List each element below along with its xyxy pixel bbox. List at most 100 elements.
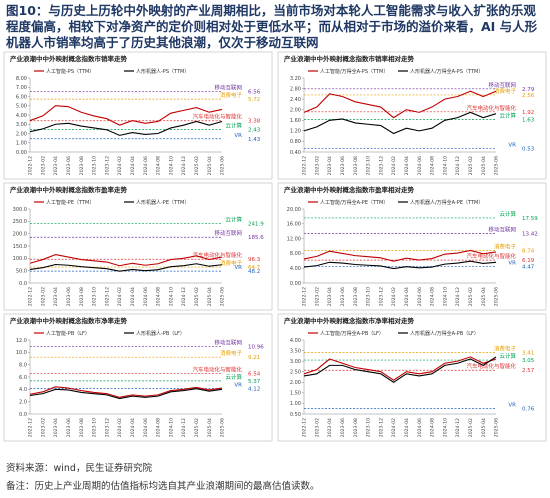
x-tick-label: 2025-06 <box>494 418 500 437</box>
y-tick-label: 8.00 <box>290 251 301 257</box>
y-tick-label: 4.00 <box>290 338 301 344</box>
reference-value: 4.12 <box>248 387 260 393</box>
x-tick-label: 2024-12 <box>455 156 461 175</box>
y-tick-label: 16.00 <box>287 222 301 228</box>
x-tick-label: 2024-06 <box>417 287 423 306</box>
reference-value: 3.38 <box>248 119 261 125</box>
x-tick-label: 2022-12 <box>302 287 308 306</box>
x-tick-label: 2024-08 <box>156 156 162 175</box>
x-tick-label: 2024-10 <box>442 287 448 306</box>
reference-name: VR <box>508 143 516 149</box>
x-tick-label: 2023-04 <box>53 418 59 437</box>
x-tick-label: 2025-02 <box>468 418 474 437</box>
x-tick-label: 2023-02 <box>314 418 320 437</box>
y-tick-label: 0.00 <box>290 281 301 287</box>
reference-name: VR <box>234 383 242 389</box>
y-tick-label: 2.40 <box>290 97 301 103</box>
reference-name: VR <box>508 260 516 266</box>
x-tick-label: 2024-10 <box>442 418 448 437</box>
x-tick-label: 2023-08 <box>79 287 85 306</box>
x-tick-label: 2023-06 <box>340 287 346 306</box>
x-tick-label: 2024-04 <box>404 287 410 306</box>
reference-name: 消费电子 <box>220 349 243 357</box>
x-tick-label: 2023-04 <box>327 156 333 175</box>
x-tick-label: 2023-12 <box>104 418 110 437</box>
reference-value: 1.43 <box>248 137 261 143</box>
x-tick-label: 2024-12 <box>455 287 461 306</box>
x-tick-label: 2025-04 <box>481 287 487 306</box>
reference-value: 48.2 <box>248 269 260 275</box>
x-tick-label: 2024-10 <box>168 287 174 306</box>
x-tick-label: 2023-10 <box>366 287 372 306</box>
y-tick-label: 20.00 <box>287 207 301 213</box>
reference-value: 1.92 <box>522 110 534 116</box>
y-tick-label: 2.00 <box>16 131 27 137</box>
x-tick-label: 2023-02 <box>40 418 46 437</box>
reference-value: 6.19 <box>522 258 535 264</box>
series-line <box>303 260 497 270</box>
y-tick-label: 4.0 <box>19 387 27 393</box>
x-tick-label: 2025-02 <box>468 156 474 175</box>
x-tick-label: 2024-02 <box>391 156 397 175</box>
x-tick-label: 2024-04 <box>404 418 410 437</box>
x-tick-label: 2023-04 <box>327 418 333 437</box>
legend-label: 人形机器人-PB（LF） <box>136 330 185 337</box>
x-tick-label: 2025-04 <box>207 418 213 437</box>
reference-name: VR <box>234 265 242 271</box>
x-tick-label: 2023-04 <box>53 287 59 306</box>
reference-value: 9.21 <box>248 355 260 361</box>
x-tick-label: 2024-04 <box>130 156 136 175</box>
reference-name: 汽车电动化与智能化 <box>466 362 516 370</box>
x-tick-label: 2024-10 <box>168 156 174 175</box>
panel <box>277 182 547 311</box>
legend-label: 人工智能-PB（LF） <box>46 330 90 337</box>
reference-value: 2.56 <box>522 93 535 99</box>
chart-title: 产业浪潮中中外映射概念指数市盈率相对走势 <box>284 185 415 194</box>
x-tick-label: 2023-06 <box>340 418 346 437</box>
x-tick-label: 2023-10 <box>366 156 372 175</box>
x-tick-label: 2025-06 <box>220 156 226 175</box>
x-tick-label: 2024-06 <box>417 418 423 437</box>
reference-name: 汽车电动化与智能化 <box>192 113 242 121</box>
reference-value: 5.72 <box>248 97 260 103</box>
y-tick-label: 0.50 <box>290 412 301 418</box>
chart-title: 产业浪潮中中外映射概念指数市净率走势 <box>10 316 128 325</box>
reference-value: 5.37 <box>248 379 261 385</box>
legend-label: 人形机器人-PE（TTM） <box>136 199 189 206</box>
x-tick-label: 2022-12 <box>302 418 308 437</box>
x-tick-label: 2024-12 <box>181 418 187 437</box>
y-tick-label: 8.0 <box>19 362 27 368</box>
chart-title: 产业浪潮中中外映射概念指数市销率相对走势 <box>284 54 415 63</box>
reference-value: 0.76 <box>522 407 535 413</box>
x-tick-label: 2025-06 <box>494 156 500 175</box>
x-tick-label: 2023-08 <box>353 156 359 175</box>
y-tick-label: 1.20 <box>290 129 301 135</box>
legend-label: 人工智能/万得全A-PE（TTM） <box>320 199 388 206</box>
reference-name: 云计算 <box>225 373 242 381</box>
reference-name: 云计算 <box>499 352 516 360</box>
x-tick-label: 2022-12 <box>302 156 308 175</box>
x-tick-label: 2023-10 <box>92 418 98 437</box>
x-tick-label: 2023-12 <box>378 287 384 306</box>
reference-name: VR <box>234 133 242 139</box>
x-tick-label: 2023-02 <box>314 156 320 175</box>
x-tick-label: 2025-02 <box>194 156 200 175</box>
y-tick-label: 0.0 <box>19 412 27 418</box>
y-tick-label: 7.00 <box>16 85 27 91</box>
reference-name: 移动互联网 <box>488 81 516 89</box>
x-tick-label: 2025-06 <box>220 418 226 437</box>
reference-value: 2.57 <box>522 368 535 374</box>
reference-value: 6.54 <box>248 372 261 378</box>
y-tick-label: 0.00 <box>16 150 27 156</box>
y-tick-label: 10.0 <box>16 350 27 356</box>
reference-value: 2.43 <box>248 128 261 134</box>
y-tick-label: 250.0 <box>13 219 27 225</box>
x-tick-label: 2024-08 <box>430 287 436 306</box>
x-tick-label: 2022-12 <box>28 156 34 175</box>
y-tick-label: 12.0 <box>16 338 27 344</box>
reference-value: 4.47 <box>522 264 535 270</box>
chart-title: 产业浪潮中中外映射概念指数市销率走势 <box>10 54 128 63</box>
x-tick-label: 2023-02 <box>40 287 46 306</box>
legend-label: 人工智能/万得全A-PS（TTM） <box>320 68 388 75</box>
